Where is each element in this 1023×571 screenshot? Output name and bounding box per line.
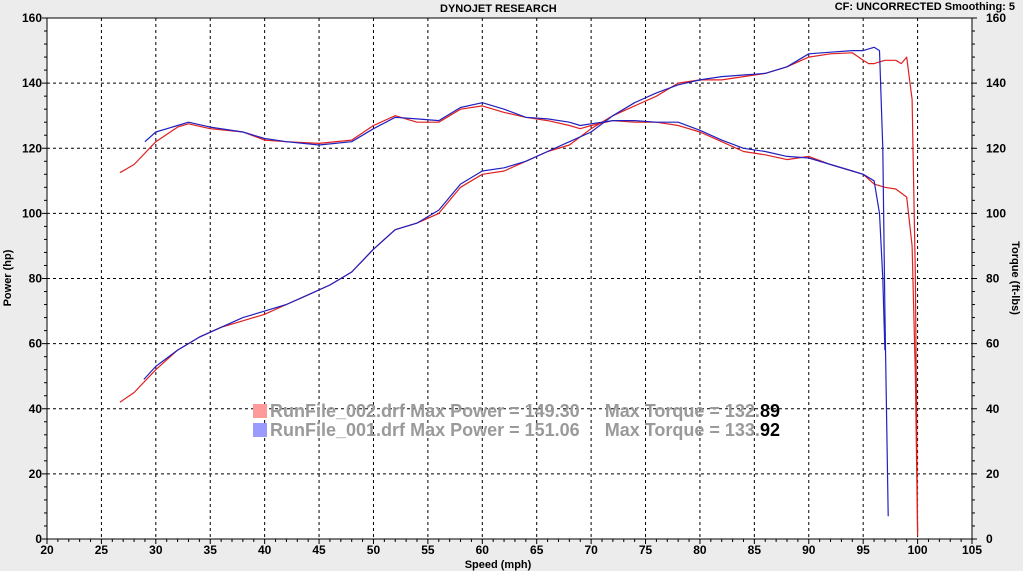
x-tick-label: 75 (639, 543, 653, 557)
x-tick-label: 55 (421, 543, 435, 557)
x-tick-label: 45 (312, 543, 326, 557)
legend-swatch-run-001 (253, 423, 268, 437)
y-left-tick-label: 120 (22, 141, 42, 155)
y-right-tick-label: 0 (986, 532, 993, 546)
legend-file-name: RunFile_002.drf (270, 401, 406, 421)
legend-swatch-run-002 (253, 404, 268, 418)
y-right-tick-label: 120 (986, 141, 1006, 155)
legend-max-torque: Max Torque = 133. (604, 420, 760, 440)
series-line-runfile-002-drf-power (119, 52, 919, 533)
x-tick-label: 100 (908, 543, 928, 557)
y-axis-left-label: Power (hp) (2, 249, 14, 306)
axis-ticks: 20 25 30 35 40 45 50 55 60 65 70 75 80 85 90 95 100 105 0 0… (22, 11, 1006, 557)
legend-entry-run-001: RunFile_001.drf Max Power = 151.06 Max T… (243, 399, 780, 441)
x-axis-label: Speed (mph) (465, 559, 532, 571)
chart-title: DYNOJET RESEARCH (440, 3, 557, 15)
y-right-tick-label: 80 (986, 272, 1000, 286)
x-tick-label: 30 (149, 543, 163, 557)
y-left-tick-label: 100 (22, 206, 42, 220)
correction-info: CF: UNCORRECTED Smoothing: 5 (834, 1, 1015, 13)
x-tick-label: 105 (962, 543, 982, 557)
x-tick-label: 40 (258, 543, 272, 557)
x-tick-label: 70 (584, 543, 598, 557)
x-tick-label: 20 (40, 543, 54, 557)
series-line-runfile-001-drf-torque (144, 102, 886, 351)
x-tick-label: 95 (856, 543, 870, 557)
x-tick-label: 65 (530, 543, 544, 557)
x-tick-label: 50 (367, 543, 381, 557)
x-tick-label: 35 (204, 543, 218, 557)
y-right-tick-label: 60 (986, 337, 1000, 351)
y-left-tick-label: 60 (29, 337, 43, 351)
y-right-tick-label: 140 (986, 76, 1006, 90)
y-right-tick-label: 20 (986, 467, 1000, 481)
y-right-tick-label: 160 (986, 11, 1006, 25)
y-left-tick-label: 40 (29, 402, 43, 416)
y-left-tick-label: 0 (35, 532, 42, 546)
x-tick-label: 90 (802, 543, 816, 557)
y-left-tick-label: 80 (29, 272, 43, 286)
x-tick-label: 80 (693, 543, 707, 557)
y-right-tick-label: 40 (986, 402, 1000, 416)
data-series (119, 46, 919, 536)
legend-max-torque-decimals: 89 (759, 401, 780, 421)
legend-file-name: RunFile_001.drf (270, 420, 406, 440)
x-tick-label: 60 (476, 543, 490, 557)
legend-max-power: Max Power = 149.30 (410, 401, 580, 421)
y-left-tick-label: 160 (22, 11, 42, 25)
legend-entry-run-002: RunFile_002.drf Max Power = 149.30 Max T… (243, 380, 780, 422)
y-axis-right-label: Torque (ft-lbs) (1009, 241, 1021, 315)
x-tick-label: 25 (95, 543, 109, 557)
x-tick-label: 85 (748, 543, 762, 557)
legend-max-torque-decimals: 92 (759, 420, 780, 440)
grid-lines (47, 18, 972, 539)
y-left-tick-label: 140 (22, 76, 42, 90)
y-right-tick-label: 100 (986, 206, 1006, 220)
legend-max-torque: Max Torque = 132. (604, 401, 760, 421)
series-line-runfile-001-drf-power (143, 46, 889, 517)
y-left-tick-label: 20 (29, 467, 43, 481)
legend-max-power: Max Power = 151.06 (410, 420, 580, 440)
